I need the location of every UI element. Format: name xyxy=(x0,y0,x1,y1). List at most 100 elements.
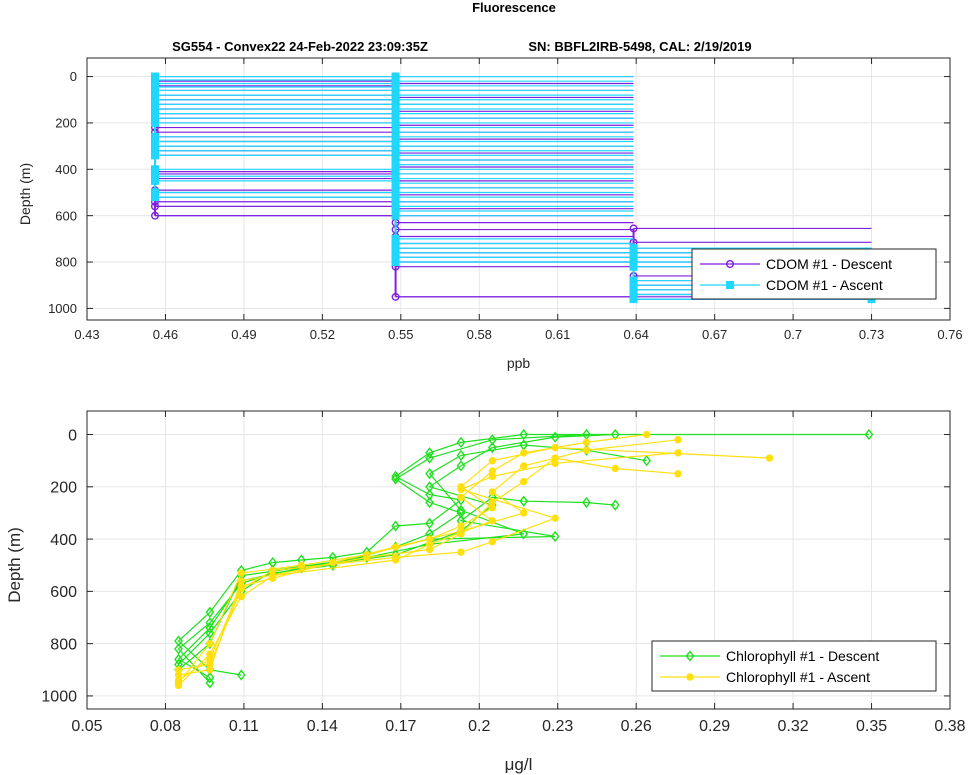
data-point xyxy=(425,452,434,464)
data-point xyxy=(488,456,497,465)
legend-label: Chlorophyll #1 - Descent xyxy=(726,648,879,664)
data-point xyxy=(425,468,434,480)
data-point xyxy=(550,530,560,543)
data-point xyxy=(582,496,591,509)
data-line xyxy=(177,433,587,684)
cdom-plot: 0.43 0.46 0.49 0.52 0.55 0.58 0.61 0.64 0.67 0.7 0… xyxy=(17,57,963,371)
chl-y-axis-label: Depth (m) xyxy=(5,527,24,603)
y-tick-label: 800 xyxy=(55,255,77,270)
y-tick-label: 600 xyxy=(50,584,77,601)
y-tick-label: 600 xyxy=(55,208,77,223)
data-point xyxy=(551,514,559,522)
cdom-y-axis-label: Depth (m) xyxy=(17,163,33,225)
data-point xyxy=(520,509,528,517)
data-point xyxy=(268,566,277,575)
data-point xyxy=(642,430,651,439)
data-point xyxy=(150,165,159,174)
x-tick-label: 0.11 xyxy=(229,718,259,735)
data-point xyxy=(457,493,465,501)
x-tick-label: 0.46 xyxy=(153,327,178,342)
x-tick-label: 0.49 xyxy=(231,327,256,342)
data-point xyxy=(237,577,245,585)
data-point xyxy=(150,151,159,160)
data-point xyxy=(174,643,183,655)
y-tick-label: 800 xyxy=(50,636,77,653)
data-point xyxy=(864,428,874,441)
x-tick-label: 0.52 xyxy=(310,327,335,342)
data-point xyxy=(456,504,466,516)
cdom-axes-box xyxy=(86,57,951,321)
x-tick-label: 0.64 xyxy=(624,327,649,342)
data-point xyxy=(425,489,434,501)
data-point xyxy=(174,635,183,647)
data-point xyxy=(488,538,497,546)
x-tick-label: 0.08 xyxy=(150,718,181,735)
data-point xyxy=(425,496,434,509)
figure-subtitle-left: SG554 - Convex22 24-Feb-2022 23:09:35Z xyxy=(172,39,428,54)
data-point xyxy=(765,454,774,462)
data-point xyxy=(425,481,434,493)
legend-label: Chlorophyll #1 - Ascent xyxy=(726,669,870,685)
data-point xyxy=(488,517,497,525)
data-point xyxy=(425,447,434,459)
cdom-x-axis-label: ppb xyxy=(507,355,531,371)
data-point xyxy=(150,176,159,185)
x-tick-label: 0.05 xyxy=(71,718,102,735)
x-tick-label: 0.67 xyxy=(702,327,727,342)
data-point xyxy=(236,669,246,681)
legend-marker xyxy=(726,281,734,289)
data-point xyxy=(610,499,620,511)
data-point xyxy=(456,449,466,462)
x-tick-label: 0.2 xyxy=(468,718,490,735)
data-point xyxy=(150,118,159,127)
x-tick-label: 0.43 xyxy=(74,327,99,342)
x-tick-label: 0.73 xyxy=(859,327,884,342)
data-point xyxy=(425,540,434,549)
data-point xyxy=(391,211,400,220)
data-point xyxy=(488,488,497,496)
legend-box xyxy=(651,640,937,692)
x-tick-label: 0.26 xyxy=(621,718,652,735)
data-point xyxy=(425,517,434,530)
data-point xyxy=(456,460,466,472)
data-line xyxy=(178,439,679,681)
data-line xyxy=(178,496,616,671)
data-point xyxy=(205,606,215,618)
x-tick-label: 0.61 xyxy=(545,327,570,342)
figure-subtitle-right: SN: BBFL2IRB-5498, CAL: 2/19/2019 xyxy=(528,39,751,54)
x-tick-label: 0.58 xyxy=(467,327,492,342)
x-tick-label: 0.32 xyxy=(778,718,809,735)
data-point xyxy=(391,520,400,532)
legend-marker xyxy=(685,650,695,662)
x-tick-label: 0.7 xyxy=(784,327,802,342)
data-point xyxy=(237,585,245,593)
cdom-series-ascent xyxy=(150,72,876,304)
legend-label: CDOM #1 - Ascent xyxy=(766,277,883,293)
chl-axes-box xyxy=(86,410,951,710)
data-point xyxy=(520,477,528,486)
x-tick-label: 0.55 xyxy=(388,327,413,342)
data-point xyxy=(205,627,215,639)
chlorophyll-plot: 0.05 0.08 0.11 0.14 0.17 0.2 0.23 0.26 0.29 0.32 0… xyxy=(5,410,966,774)
data-point xyxy=(206,650,214,658)
chl-x-axis-label: μg/l xyxy=(505,755,533,774)
y-tick-label: 0 xyxy=(70,69,77,84)
data-point xyxy=(237,569,245,577)
cdom-legend: CDOM #1 - Descent CDOM #1 - Ascent xyxy=(691,248,937,300)
data-point xyxy=(391,473,400,485)
data-point xyxy=(205,671,215,684)
figure-title: Fluorescence xyxy=(472,0,556,15)
data-point xyxy=(520,449,528,457)
data-point xyxy=(150,202,159,211)
data-point xyxy=(487,434,497,446)
data-line xyxy=(177,433,869,676)
data-point xyxy=(205,677,215,689)
data-point xyxy=(206,639,214,648)
data-point xyxy=(582,446,591,454)
legend-label: CDOM #1 - Descent xyxy=(766,256,892,272)
data-point xyxy=(391,543,400,551)
data-line xyxy=(178,452,679,671)
data-point xyxy=(674,470,682,478)
chl-series-ascent xyxy=(174,430,774,690)
x-tick-label: 0.14 xyxy=(307,718,338,735)
